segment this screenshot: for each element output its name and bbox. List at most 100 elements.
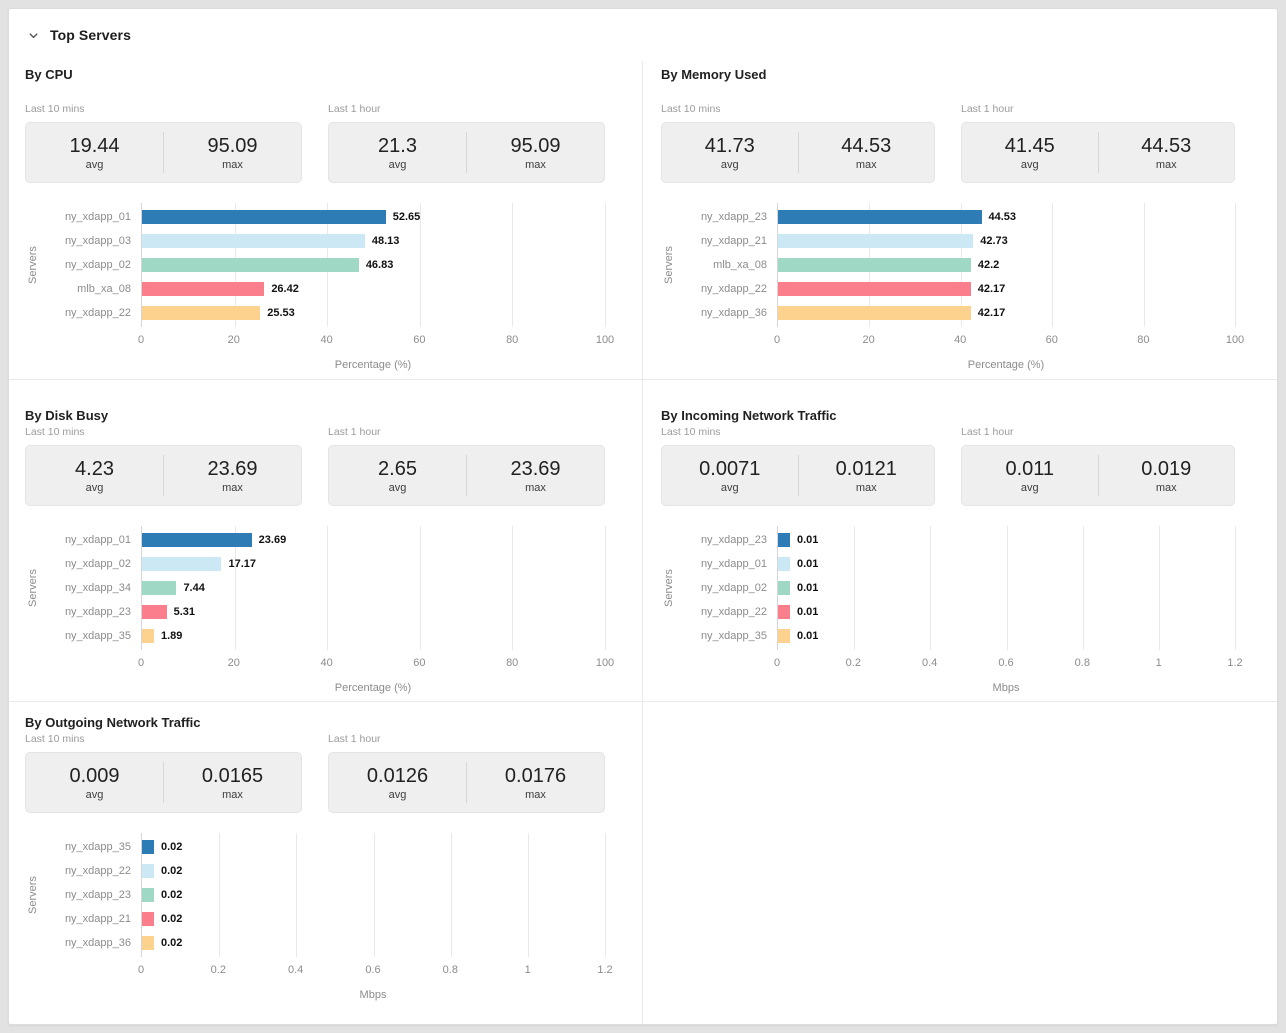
- bar-row: 0.01: [778, 576, 1235, 600]
- stat-avg-value: 0.009: [69, 764, 120, 787]
- stat-avg: 0.009 avg: [26, 753, 163, 812]
- stat-box: 41.73 avg 44.53 max: [661, 122, 935, 183]
- bar-mlb_xa_08[interactable]: [778, 258, 971, 272]
- stat-max: 44.53 max: [1099, 123, 1235, 182]
- bar-ny_xdapp_35[interactable]: [778, 629, 790, 643]
- bar-ny_xdapp_34[interactable]: [142, 581, 177, 595]
- server-label: ny_xdapp_21: [64, 913, 131, 925]
- stat-max-value: 0.0121: [835, 457, 897, 480]
- panel-title: By Memory Used: [661, 67, 767, 82]
- stat-box-divider: [163, 455, 164, 496]
- stat-avg-value: 19.44: [69, 134, 120, 157]
- stat-avg: 0.0126 avg: [329, 753, 466, 812]
- panel-by-memory-used: By Memory Used Last 10 mins 41.73 avg 44…: [643, 61, 1277, 379]
- bar-ny_xdapp_21[interactable]: [778, 234, 974, 248]
- stat-avg-caption: avg: [85, 481, 104, 494]
- bar-ny_xdapp_22[interactable]: [142, 306, 261, 320]
- server-label: mlb_xa_08: [713, 259, 767, 271]
- stat-max-caption: max: [222, 481, 243, 494]
- grid-line: [1143, 203, 1145, 327]
- y-axis-labels: ny_xdapp_35 ny_xdapp_22 ny_xdapp_23 ny_xdap…: [41, 833, 141, 1001]
- x-tick-label: 20: [227, 334, 240, 346]
- bar-row: 0.01: [778, 624, 1235, 648]
- bar-chart: Servers ny_xdapp_01 ny_xdapp_02 ny_xdapp_3…: [25, 526, 614, 694]
- bar-value-label: 26.42: [271, 283, 299, 295]
- stats-row: Last 10 mins 0.009 avg 0.0165 max Last 1…: [25, 733, 605, 813]
- panels-grid: By CPU Last 10 mins 19.44 avg 95.09 max: [9, 61, 1277, 1024]
- bar-ny_xdapp_02[interactable]: [778, 581, 790, 595]
- bar-ny_xdapp_23[interactable]: [778, 210, 982, 224]
- grid-line: [605, 203, 606, 327]
- x-tick-label: 40: [320, 334, 333, 346]
- bar-value-label: 23.69: [258, 534, 287, 546]
- bar-row: 42.2: [778, 253, 1235, 277]
- bar-ny_xdapp_01[interactable]: [142, 533, 252, 547]
- server-label: ny_xdapp_23: [700, 211, 767, 223]
- grid-line: [1235, 526, 1236, 650]
- x-axis-ticks: 0 0.2 0.4 0.6 0.8 1 1.2: [138, 964, 613, 977]
- x-tick-label: 40: [320, 657, 333, 669]
- stat-max-value: 44.53: [841, 134, 892, 157]
- x-axis-title: Mbps: [359, 989, 387, 1001]
- stat-period-label: Last 10 mins: [661, 103, 721, 115]
- server-label: ny_xdapp_01: [64, 211, 131, 223]
- x-tick-label: 100: [1225, 334, 1245, 346]
- bar-ny_xdapp_36[interactable]: [142, 936, 154, 950]
- bar-ny_xdapp_02[interactable]: [142, 258, 359, 272]
- stats-row: Last 10 mins 19.44 avg 95.09 max Last 1 …: [25, 103, 605, 183]
- stat-avg-value: 2.65: [378, 457, 417, 480]
- bar-value-label: 42.73: [980, 235, 1008, 247]
- grid-line: [296, 833, 298, 957]
- stat-period-label: Last 1 hour: [328, 426, 381, 438]
- plot-area: 23.69 17.17 7.44 5.31 1.89: [141, 526, 606, 650]
- stat-max-value: 0.0176: [504, 764, 567, 787]
- x-tick-label: 0: [773, 334, 781, 346]
- bar-ny_xdapp_01[interactable]: [142, 210, 386, 224]
- y-axis-labels: ny_xdapp_01 ny_xdapp_02 ny_xdapp_34 ny_xdap…: [41, 526, 141, 694]
- grid-line: [512, 203, 514, 327]
- stats-row: Last 10 mins 41.73 avg 44.53 max Last 1 …: [661, 103, 1235, 183]
- stat-max-value: 95.09: [207, 134, 258, 157]
- stat-max-value: 0.0165: [201, 764, 264, 787]
- bar-mlb_xa_08[interactable]: [142, 282, 265, 296]
- bar-ny_xdapp_23[interactable]: [778, 533, 790, 547]
- bar-ny_xdapp_21[interactable]: [142, 912, 154, 926]
- bar-ny_xdapp_36[interactable]: [778, 306, 971, 320]
- stat-avg: 41.73 avg: [662, 123, 798, 182]
- bar-ny_xdapp_22[interactable]: [778, 282, 971, 296]
- x-axis-ticks: 0 20 40 60 80 100: [773, 334, 1244, 347]
- stat-period-label: Last 10 mins: [661, 426, 721, 438]
- stat-avg-caption: avg: [388, 788, 407, 801]
- bar-ny_xdapp_01[interactable]: [778, 557, 790, 571]
- bar-ny_xdapp_22[interactable]: [778, 605, 790, 619]
- bar-ny_xdapp_22[interactable]: [142, 864, 154, 878]
- stat-avg-caption: avg: [720, 158, 739, 171]
- stat-box-divider: [1097, 455, 1099, 496]
- section-header[interactable]: Top Servers: [9, 9, 1277, 61]
- chevron-down-icon[interactable]: [26, 28, 40, 42]
- stat-group: Last 1 hour 0.011 avg 0.019 max: [961, 426, 1235, 506]
- stat-avg-value: 0.011: [1005, 457, 1055, 480]
- bar-row: 46.83: [142, 253, 605, 277]
- bar-ny_xdapp_23[interactable]: [142, 605, 167, 619]
- stat-period-label: Last 1 hour: [961, 426, 1014, 438]
- bar-row: 0.01: [778, 600, 1235, 624]
- server-label: ny_xdapp_35: [64, 630, 131, 642]
- grid-line: [1052, 203, 1054, 327]
- grid-line: [512, 526, 514, 650]
- x-axis-title: Percentage (%): [334, 682, 412, 694]
- panel-title: By Disk Busy: [25, 408, 109, 423]
- grid-line: [605, 833, 606, 957]
- stat-max-value: 95.09: [510, 134, 561, 157]
- panel-title: By Outgoing Network Traffic: [25, 715, 201, 730]
- stat-avg: 0.0071 avg: [662, 446, 798, 505]
- bar-ny_xdapp_35[interactable]: [142, 629, 154, 643]
- stat-box: 4.23 avg 23.69 max: [25, 445, 302, 506]
- stat-max-caption: max: [1155, 481, 1177, 494]
- bar-row: 42.17: [778, 277, 1235, 301]
- bar-ny_xdapp_02[interactable]: [142, 557, 222, 571]
- bar-ny_xdapp_35[interactable]: [142, 840, 154, 854]
- panel-title: By Incoming Network Traffic: [661, 408, 837, 423]
- bar-ny_xdapp_23[interactable]: [142, 888, 154, 902]
- bar-ny_xdapp_03[interactable]: [142, 234, 365, 248]
